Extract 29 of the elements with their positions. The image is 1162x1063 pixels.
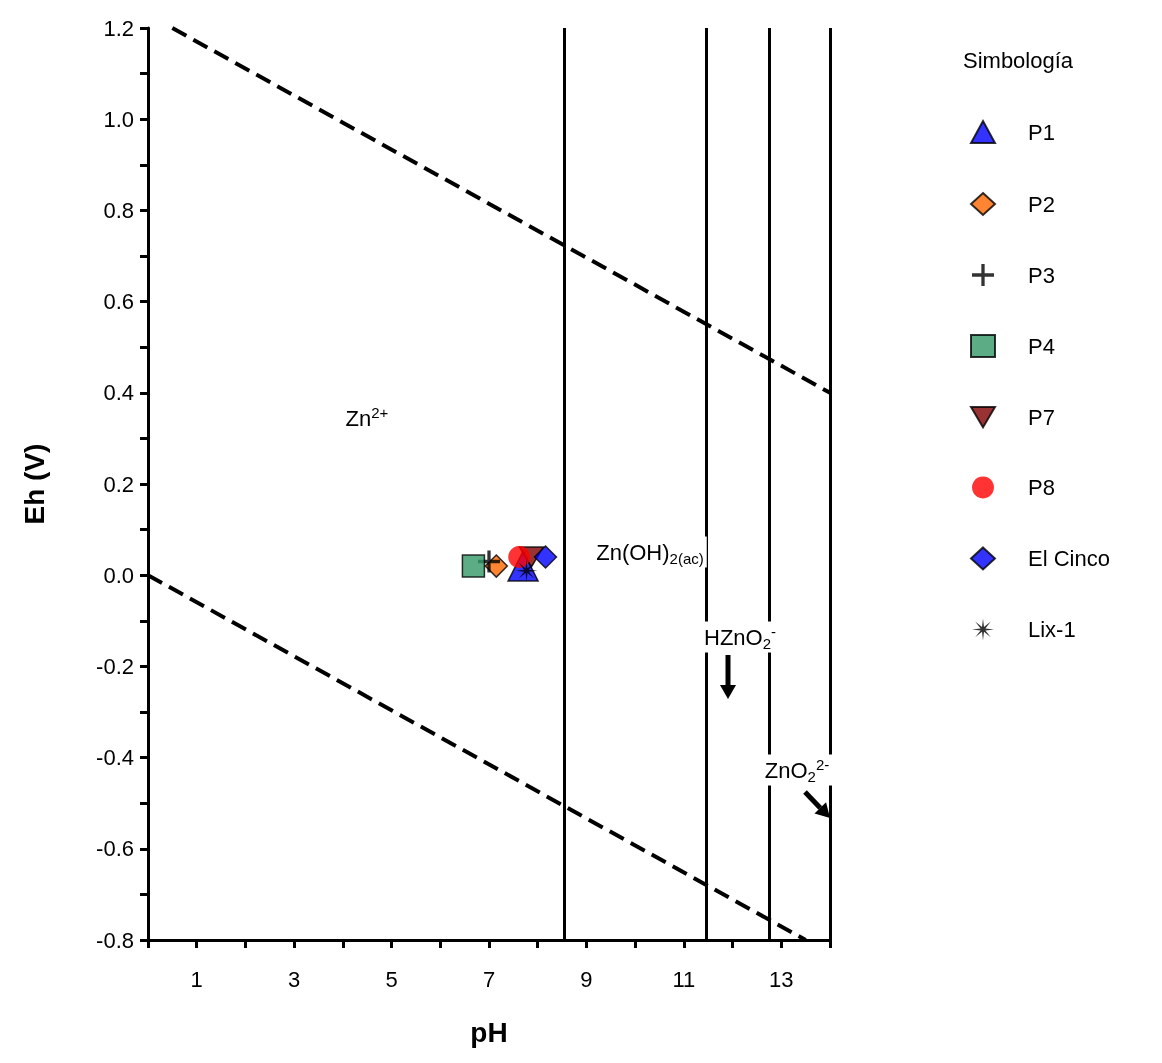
x-tick-label: 11 — [672, 966, 696, 992]
legend-label: P7 — [1028, 404, 1055, 430]
y-axis-title: Eh (V) — [18, 443, 50, 525]
legend-title: Simbología — [963, 47, 1074, 73]
legend-label: P4 — [1028, 333, 1055, 359]
x-axis-title: pH — [470, 1016, 508, 1048]
y-tick-label: 0.2 — [103, 471, 134, 497]
legend-label: P8 — [1028, 474, 1055, 500]
x-tick-label: 13 — [769, 966, 794, 992]
legend-label: Lix-1 — [1028, 616, 1076, 642]
y-tick-label: 0.6 — [103, 289, 134, 315]
x-tick-label: 9 — [580, 966, 593, 992]
y-tick-label: -0.2 — [96, 653, 134, 679]
y-tick-label: -0.8 — [96, 927, 134, 953]
legend-label: El Cinco — [1028, 545, 1110, 571]
x-tick-label: 3 — [288, 966, 301, 992]
y-tick-label: 1.0 — [103, 106, 134, 132]
y-tick-label: 0.0 — [103, 562, 134, 588]
x-tick-label: 5 — [385, 966, 398, 992]
y-tick-label: -0.4 — [96, 745, 134, 771]
legend-label: P1 — [1028, 119, 1055, 145]
y-tick-label: 1.2 — [103, 15, 134, 41]
y-tick-label: 0.4 — [103, 380, 134, 406]
x-tick-label: 1 — [190, 966, 203, 992]
legend-label: P3 — [1028, 262, 1055, 288]
legend-label: P2 — [1028, 191, 1055, 217]
y-tick-label: -0.6 — [96, 836, 134, 862]
x-tick-label: 7 — [482, 966, 496, 992]
y-tick-label: 0.8 — [103, 197, 134, 223]
